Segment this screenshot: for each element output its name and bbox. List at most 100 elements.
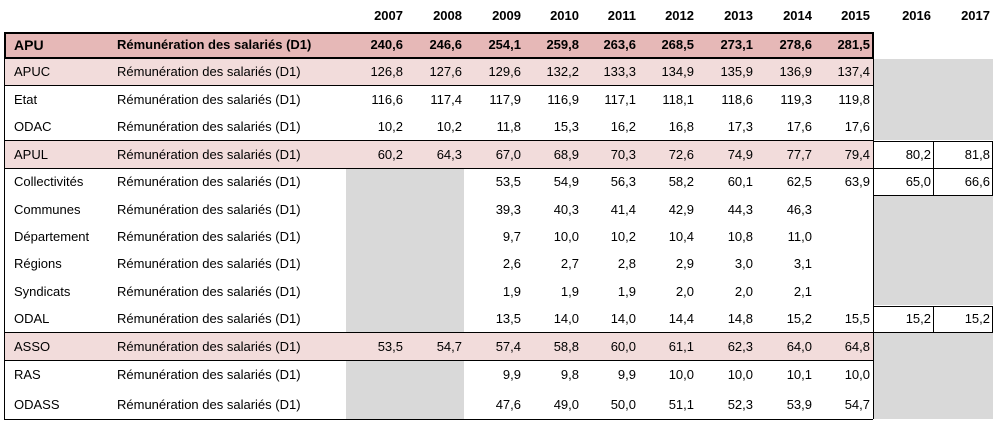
value-cell: 117,1 <box>604 92 636 107</box>
extra-box-mid <box>933 306 934 332</box>
value-cell: 54,7 <box>844 397 870 412</box>
extra-box-divider <box>873 168 993 169</box>
entity-label: APUL <box>14 147 48 162</box>
row-label: Rémunération des salariés (D1) <box>117 284 301 299</box>
value-cell: 118,6 <box>721 92 753 107</box>
value-cell: 16,8 <box>668 119 694 134</box>
entity-label: Régions <box>14 256 62 271</box>
value-cell: 49,0 <box>553 397 579 412</box>
value-cell: 254,1 <box>488 37 521 52</box>
value-cell: 2,0 <box>734 284 753 299</box>
grey-block <box>873 59 993 140</box>
value-cell: 16,2 <box>610 119 636 134</box>
value-cell: 117,9 <box>489 92 521 107</box>
entity-label: Collectivités <box>14 174 84 189</box>
value-cell: 137,4 <box>837 64 870 79</box>
extra-box-right <box>992 306 993 332</box>
value-cell: 40,3 <box>553 202 579 217</box>
value-cell: 81,8 <box>964 147 990 162</box>
section-row-fill <box>4 59 873 85</box>
value-cell: 2,1 <box>793 284 812 299</box>
value-cell: 62,5 <box>786 174 812 189</box>
value-cell: 65,0 <box>905 174 931 189</box>
value-cell: 64,3 <box>436 147 462 162</box>
year-header-2011: 2011 <box>607 8 636 23</box>
value-cell: 64,8 <box>844 339 870 354</box>
value-cell: 60,0 <box>610 339 636 354</box>
row-label: Rémunération des salariés (D1) <box>117 174 301 189</box>
value-cell: 15,2 <box>786 311 812 326</box>
value-cell: 77,7 <box>786 147 812 162</box>
entity-label: Etat <box>14 92 38 107</box>
value-cell: 273,1 <box>720 37 753 52</box>
value-cell: 127,6 <box>429 64 462 79</box>
row-label: Rémunération des salariés (D1) <box>117 147 301 162</box>
value-cell: 126,8 <box>370 64 403 79</box>
value-cell: 15,2 <box>964 311 990 326</box>
value-cell: 134,9 <box>661 64 694 79</box>
entity-label: APUC <box>14 64 51 79</box>
value-cell: 9,9 <box>502 367 521 382</box>
value-cell: 133,3 <box>603 64 636 79</box>
year-header-2014: 2014 <box>783 8 812 23</box>
apul-group-bottom <box>4 332 873 333</box>
row-label: Rémunération des salariés (D1) <box>117 64 301 79</box>
value-cell: 54,7 <box>436 339 462 354</box>
value-cell: 10,2 <box>436 119 462 134</box>
value-cell: 41,4 <box>610 202 636 217</box>
value-cell: 10,2 <box>377 119 403 134</box>
value-cell: 132,2 <box>546 64 579 79</box>
value-cell: 56,3 <box>610 174 636 189</box>
row-label: Rémunération des salariés (D1) <box>117 367 301 382</box>
value-cell: 74,9 <box>727 147 753 162</box>
row-label: Rémunération des salariés (D1) <box>117 311 301 326</box>
value-cell: 53,5 <box>495 174 521 189</box>
value-cell: 1,9 <box>617 284 636 299</box>
value-cell: 17,6 <box>844 119 870 134</box>
value-cell: 116,6 <box>371 92 403 107</box>
entity-label: APU <box>14 37 44 53</box>
value-cell: 80,2 <box>905 147 931 162</box>
year-header-2007: 2007 <box>374 8 403 23</box>
grey-block <box>346 361 464 419</box>
year-header-2015: 2015 <box>841 8 870 23</box>
value-cell: 57,4 <box>495 339 521 354</box>
row-label: Rémunération des salariés (D1) <box>117 202 301 217</box>
grey-block <box>346 169 464 332</box>
year-header-2010: 2010 <box>550 8 579 23</box>
value-cell: 42,9 <box>668 202 694 217</box>
value-cell: 50,0 <box>610 397 636 412</box>
value-cell: 118,1 <box>662 92 694 107</box>
entity-label: Communes <box>14 202 81 217</box>
value-cell: 263,6 <box>603 37 636 52</box>
value-cell: 15,2 <box>905 311 931 326</box>
entity-label: RAS <box>14 367 41 382</box>
grey-block <box>873 196 993 305</box>
asso-border-bottom <box>4 360 873 361</box>
value-cell: 119,8 <box>838 92 870 107</box>
value-cell: 11,0 <box>787 229 812 244</box>
apu-border-top <box>4 32 874 34</box>
value-cell: 1,9 <box>502 284 521 299</box>
row-label: Rémunération des salariés (D1) <box>117 92 301 107</box>
value-cell: 51,1 <box>668 397 694 412</box>
value-cell: 14,0 <box>610 311 636 326</box>
value-cell: 11,8 <box>496 119 521 134</box>
value-cell: 15,3 <box>553 119 579 134</box>
row-label: Rémunération des salariés (D1) <box>117 397 301 412</box>
apuc-group-bottom <box>4 140 873 141</box>
apu-border-left <box>4 32 6 58</box>
value-cell: 10,2 <box>610 229 636 244</box>
apul-border-bottom <box>4 168 873 169</box>
value-cell: 10,0 <box>727 367 753 382</box>
extra-box-bottom <box>873 332 993 333</box>
entity-label: ODASS <box>14 397 60 412</box>
value-cell: 3,1 <box>793 256 812 271</box>
section-row-fill <box>4 333 873 360</box>
value-cell: 10,4 <box>668 229 694 244</box>
value-cell: 52,3 <box>727 397 753 412</box>
row-label: Rémunération des salariés (D1) <box>117 256 301 271</box>
row-label: Rémunération des salariés (D1) <box>117 37 312 52</box>
value-cell: 61,1 <box>668 339 694 354</box>
